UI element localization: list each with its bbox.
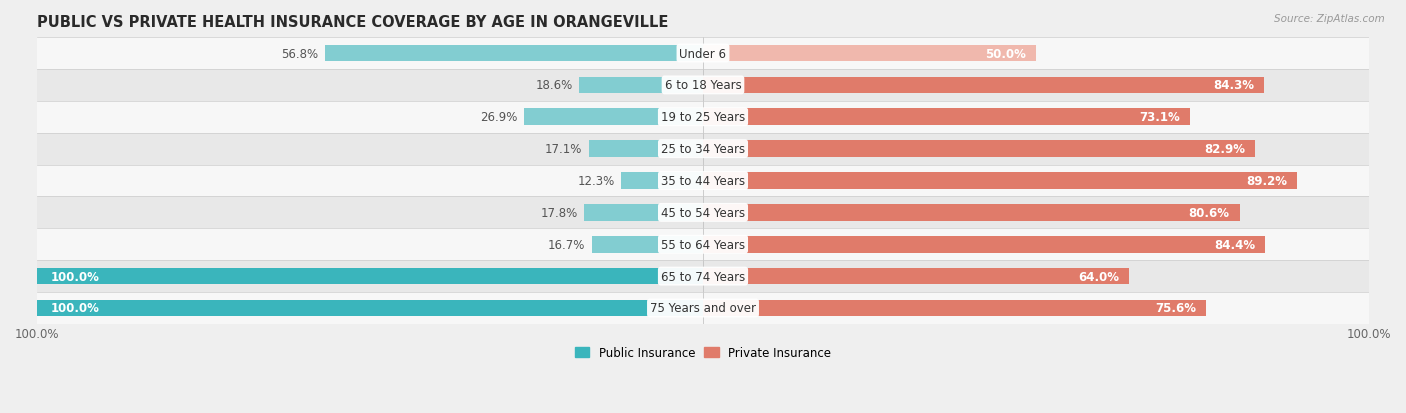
- Text: 89.2%: 89.2%: [1246, 175, 1286, 188]
- Text: 26.9%: 26.9%: [479, 111, 517, 124]
- Bar: [37, 38, 1369, 70]
- Bar: [703, 78, 1264, 94]
- Text: 16.7%: 16.7%: [548, 238, 585, 251]
- Text: 64.0%: 64.0%: [1078, 270, 1119, 283]
- Text: 12.3%: 12.3%: [578, 175, 614, 188]
- Text: 56.8%: 56.8%: [281, 47, 318, 60]
- Bar: [703, 109, 1189, 126]
- Text: 18.6%: 18.6%: [536, 79, 572, 92]
- Text: 55 to 64 Years: 55 to 64 Years: [661, 238, 745, 251]
- Bar: [703, 236, 1265, 253]
- Bar: [37, 133, 1369, 165]
- Text: 82.9%: 82.9%: [1204, 143, 1244, 156]
- Bar: [579, 78, 703, 94]
- Bar: [585, 204, 703, 221]
- Text: 19 to 25 Years: 19 to 25 Years: [661, 111, 745, 124]
- Text: 17.8%: 17.8%: [540, 206, 578, 219]
- Text: 45 to 54 Years: 45 to 54 Years: [661, 206, 745, 219]
- Text: 65 to 74 Years: 65 to 74 Years: [661, 270, 745, 283]
- Text: Under 6: Under 6: [679, 47, 727, 60]
- Bar: [703, 141, 1256, 157]
- Text: Source: ZipAtlas.com: Source: ZipAtlas.com: [1274, 14, 1385, 24]
- Bar: [37, 102, 1369, 133]
- Text: 75 Years and over: 75 Years and over: [650, 302, 756, 315]
- Bar: [703, 268, 1129, 285]
- Text: 84.4%: 84.4%: [1213, 238, 1256, 251]
- Bar: [621, 173, 703, 189]
- Text: 73.1%: 73.1%: [1139, 111, 1180, 124]
- Text: 35 to 44 Years: 35 to 44 Years: [661, 175, 745, 188]
- Bar: [37, 165, 1369, 197]
- Legend: Public Insurance, Private Insurance: Public Insurance, Private Insurance: [571, 342, 835, 364]
- Bar: [37, 70, 1369, 102]
- Bar: [37, 268, 703, 285]
- Text: 100.0%: 100.0%: [51, 270, 100, 283]
- Bar: [592, 236, 703, 253]
- Bar: [703, 204, 1240, 221]
- Bar: [37, 197, 1369, 229]
- Text: 75.6%: 75.6%: [1156, 302, 1197, 315]
- Text: 100.0%: 100.0%: [51, 302, 100, 315]
- Text: 84.3%: 84.3%: [1213, 79, 1254, 92]
- Bar: [589, 141, 703, 157]
- Text: PUBLIC VS PRIVATE HEALTH INSURANCE COVERAGE BY AGE IN ORANGEVILLE: PUBLIC VS PRIVATE HEALTH INSURANCE COVER…: [37, 15, 669, 30]
- Bar: [524, 109, 703, 126]
- Text: 80.6%: 80.6%: [1188, 206, 1230, 219]
- Bar: [37, 300, 703, 316]
- Text: 17.1%: 17.1%: [546, 143, 582, 156]
- Bar: [703, 46, 1036, 62]
- Bar: [325, 46, 703, 62]
- Bar: [37, 261, 1369, 292]
- Bar: [703, 173, 1296, 189]
- Text: 25 to 34 Years: 25 to 34 Years: [661, 143, 745, 156]
- Bar: [37, 292, 1369, 324]
- Text: 50.0%: 50.0%: [986, 47, 1026, 60]
- Bar: [703, 300, 1206, 316]
- Bar: [37, 229, 1369, 261]
- Text: 6 to 18 Years: 6 to 18 Years: [665, 79, 741, 92]
